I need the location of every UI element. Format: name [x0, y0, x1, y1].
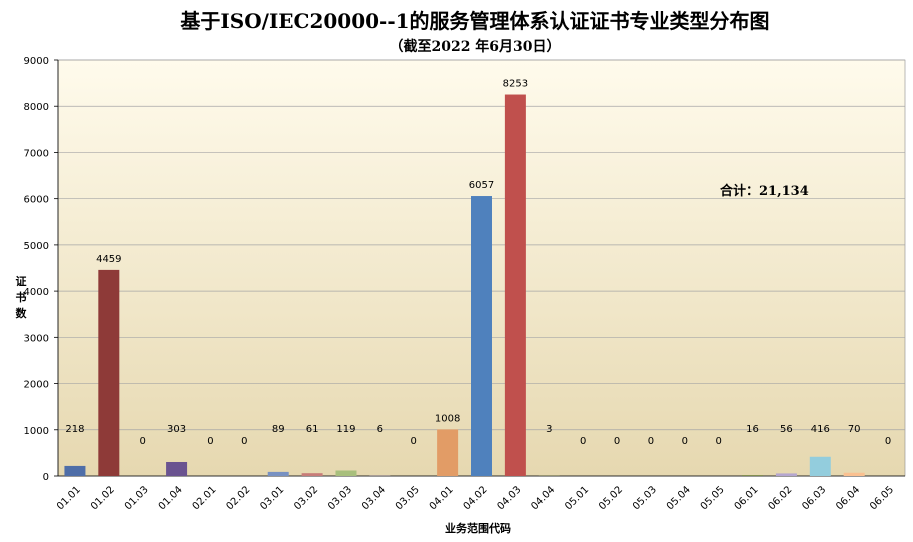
x-tick-label: 06.03 [800, 484, 828, 512]
chart-title: 基于ISO/IEC20000--1的服务管理体系认证证书专业类型分布图 [180, 9, 769, 33]
bar [775, 473, 797, 476]
data-label: 8253 [503, 79, 528, 90]
x-tick-label: 06.05 [868, 484, 896, 512]
bars [64, 94, 865, 477]
y-tick-label: 2000 [24, 380, 49, 391]
y-tick-label: 0 [43, 472, 49, 483]
y-axis-title: 证书数 [16, 275, 28, 320]
data-label: 0 [885, 436, 891, 447]
y-tick-label: 8000 [24, 102, 49, 113]
data-label: 6 [377, 424, 383, 435]
x-tick-label: 01.02 [89, 484, 117, 512]
y-tick-label: 1000 [24, 426, 49, 437]
data-label: 6057 [469, 180, 494, 191]
data-label: 0 [140, 436, 146, 447]
x-tick-label: 04.02 [462, 484, 490, 512]
bar [809, 456, 831, 476]
x-tick-label: 06.01 [733, 484, 761, 512]
bar [437, 429, 459, 476]
y-tick-label: 5000 [24, 241, 49, 252]
y-tick-label: 6000 [24, 195, 49, 206]
data-label: 0 [715, 436, 721, 447]
bar [843, 472, 865, 476]
x-tick-label: 05.03 [631, 484, 659, 512]
bar [742, 475, 764, 476]
x-tick-label: 01.01 [55, 484, 83, 512]
data-label: 0 [648, 436, 654, 447]
y-tick-label: 4000 [24, 287, 49, 298]
data-label: 61 [306, 424, 319, 435]
data-label: 16 [746, 424, 759, 435]
bar [335, 470, 357, 476]
data-label: 0 [614, 436, 620, 447]
y-axis-title-char: 书 [16, 290, 27, 304]
bar [64, 465, 86, 476]
data-label: 218 [65, 424, 84, 435]
data-label: 0 [682, 436, 688, 447]
data-label: 0 [580, 436, 586, 447]
chart-subtitle: （截至2022 年6月30日） [389, 38, 560, 55]
x-tick-label: 04.04 [529, 484, 557, 512]
x-tick-label: 03.02 [292, 484, 320, 512]
x-tick-label: 05.05 [699, 484, 727, 512]
y-axis-title-char: 数 [16, 306, 28, 320]
x-tick-label: 03.01 [258, 484, 286, 512]
bar [471, 196, 492, 477]
data-label: 3 [546, 424, 552, 435]
x-tick-label: 05.01 [563, 484, 591, 512]
data-label: 1008 [435, 413, 460, 424]
data-label: 89 [272, 424, 285, 435]
x-tick-label: 04.03 [495, 484, 523, 512]
x-tick-label: 05.02 [597, 484, 625, 512]
data-label: 4459 [96, 254, 121, 265]
bar [166, 461, 188, 476]
x-tick-label: 04.01 [428, 484, 456, 512]
data-label: 119 [336, 424, 355, 435]
x-tick-labels: 01.01 01.02 01.03 01.04 02.01 02.02 03.01 03.02… [55, 484, 896, 512]
x-tick-label: 01.03 [123, 484, 151, 512]
y-tick-label: 9000 [24, 56, 49, 67]
bar [504, 94, 526, 476]
x-tick-label: 03.03 [326, 484, 354, 512]
data-label: 0 [411, 436, 417, 447]
data-label: 70 [848, 424, 861, 435]
data-label: 56 [780, 424, 793, 435]
bar [267, 471, 289, 476]
x-tick-label: 01.04 [157, 484, 185, 512]
data-label: 0 [207, 436, 213, 447]
x-axis-title: 业务范围代码 [445, 521, 511, 535]
data-label: 416 [811, 424, 830, 435]
y-tick-label: 3000 [24, 333, 49, 344]
bar [301, 473, 323, 476]
x-tick-label: 06.02 [767, 484, 795, 512]
data-labels: 218 4459 0 303 0 0 89 61 119 6 0 1008 6057 8253 3 0 0 0 0 0… [65, 79, 891, 447]
y-tick-label: 7000 [24, 148, 49, 159]
bar [98, 269, 120, 476]
data-label: 0 [241, 436, 247, 447]
total-annotation: 合计：21,134 [720, 183, 809, 199]
x-tick-label: 02.01 [191, 484, 219, 512]
x-tick-label: 03.05 [394, 484, 422, 512]
x-tick-label: 03.04 [360, 484, 388, 512]
y-axis-title-char: 证 [16, 275, 27, 288]
x-tick-label: 05.04 [665, 484, 693, 512]
data-label: 303 [167, 424, 186, 435]
x-tick-label: 06.04 [834, 484, 862, 512]
x-tick-label: 02.02 [224, 484, 252, 512]
y-tick-labels: 0 1000 2000 3000 4000 5000 6000 7000 8000 9000 [24, 56, 49, 483]
